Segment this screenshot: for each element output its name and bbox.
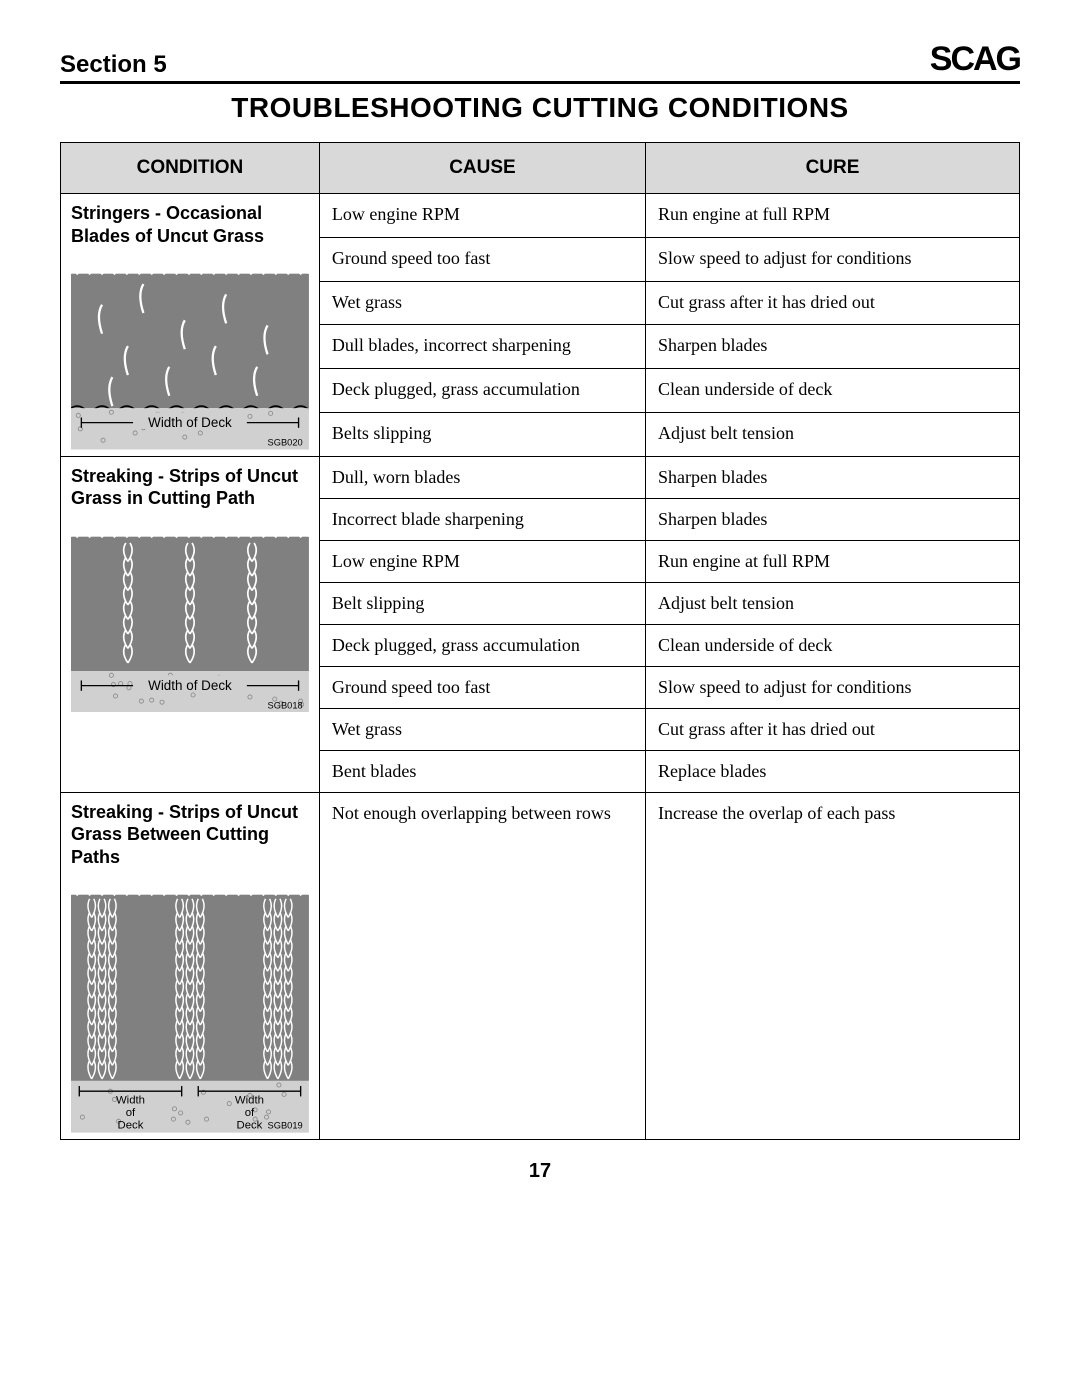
cause-cell: Not enough overlapping between rows: [319, 792, 645, 1139]
cure-cell: Replace blades: [645, 750, 1019, 792]
cause-cell: Low engine RPM: [319, 540, 645, 582]
condition-title: Stringers - Occasional Blades of Uncut G…: [71, 202, 309, 247]
cure-cell: Increase the overlap of each pass: [645, 792, 1019, 1139]
cause-cell: Belts slipping: [319, 412, 645, 456]
condition-illustration: Width of Deck SGB018: [71, 516, 309, 713]
cure-cell: Run engine at full RPM: [645, 540, 1019, 582]
svg-text:Deck: Deck: [118, 1120, 144, 1132]
section-label: Section 5: [60, 51, 167, 79]
cause-cell: Deck plugged, grass accumulation: [319, 369, 645, 413]
svg-text:SGB018: SGB018: [268, 700, 303, 710]
cure-cell: Run engine at full RPM: [645, 194, 1019, 238]
condition-title: Streaking - Strips of Uncut Grass in Cut…: [71, 465, 309, 510]
svg-text:of: of: [245, 1107, 255, 1119]
cause-cell: Ground speed too fast: [319, 237, 645, 281]
cause-cell: Ground speed too fast: [319, 666, 645, 708]
cure-cell: Sharpen blades: [645, 325, 1019, 369]
cause-cell: Incorrect blade sharpening: [319, 498, 645, 540]
cure-cell: Sharpen blades: [645, 456, 1019, 498]
cure-cell: Cut grass after it has dried out: [645, 708, 1019, 750]
condition-illustration: Width of Deck SGB020: [71, 253, 309, 450]
cause-cell: Deck plugged, grass accumulation: [319, 624, 645, 666]
svg-text:SGB020: SGB020: [268, 437, 303, 447]
condition-title: Streaking - Strips of Uncut Grass Betwee…: [71, 801, 309, 869]
cause-cell: Belt slipping: [319, 582, 645, 624]
condition-cell: Streaking - Strips of Uncut Grass in Cut…: [61, 456, 320, 792]
cure-cell: Sharpen blades: [645, 498, 1019, 540]
troubleshooting-table: CONDITION CAUSE CURE Stringers - Occasio…: [60, 142, 1020, 1140]
cause-cell: Dull blades, incorrect sharpening: [319, 325, 645, 369]
condition-cell: Streaking - Strips of Uncut Grass Betwee…: [61, 792, 320, 1139]
svg-text:Deck: Deck: [236, 1120, 262, 1132]
cause-cell: Wet grass: [319, 708, 645, 750]
table-header-row: CONDITION CAUSE CURE: [61, 143, 1020, 194]
svg-text:SGB019: SGB019: [268, 1121, 303, 1131]
cure-cell: Adjust belt tension: [645, 412, 1019, 456]
svg-text:Width: Width: [235, 1095, 264, 1107]
page-number: 17: [60, 1160, 1020, 1183]
col-cure: CURE: [645, 143, 1019, 194]
cause-cell: Low engine RPM: [319, 194, 645, 238]
svg-text:Width: Width: [116, 1095, 145, 1107]
condition-illustration: WidthofDeckWidthofDeckSGB019: [71, 874, 309, 1133]
col-cause: CAUSE: [319, 143, 645, 194]
table-row: Streaking - Strips of Uncut Grass in Cut…: [61, 456, 1020, 498]
condition-cell: Stringers - Occasional Blades of Uncut G…: [61, 194, 320, 457]
cure-cell: Slow speed to adjust for conditions: [645, 237, 1019, 281]
svg-text:Width of Deck: Width of Deck: [148, 415, 232, 430]
cure-cell: Adjust belt tension: [645, 582, 1019, 624]
cause-cell: Wet grass: [319, 281, 645, 325]
svg-text:Width of Deck: Width of Deck: [148, 677, 232, 692]
col-condition: CONDITION: [61, 143, 320, 194]
cure-cell: Cut grass after it has dried out: [645, 281, 1019, 325]
table-row: Streaking - Strips of Uncut Grass Betwee…: [61, 792, 1020, 1139]
cure-cell: Clean underside of deck: [645, 624, 1019, 666]
cause-cell: Bent blades: [319, 750, 645, 792]
brand-logo: SCAG: [930, 40, 1020, 79]
page-header: Section 5 SCAG: [60, 40, 1020, 84]
cure-cell: Slow speed to adjust for conditions: [645, 666, 1019, 708]
cure-cell: Clean underside of deck: [645, 369, 1019, 413]
cause-cell: Dull, worn blades: [319, 456, 645, 498]
page-title: TROUBLESHOOTING CUTTING CONDITIONS: [60, 92, 1020, 124]
svg-text:of: of: [126, 1107, 136, 1119]
table-row: Stringers - Occasional Blades of Uncut G…: [61, 194, 1020, 238]
